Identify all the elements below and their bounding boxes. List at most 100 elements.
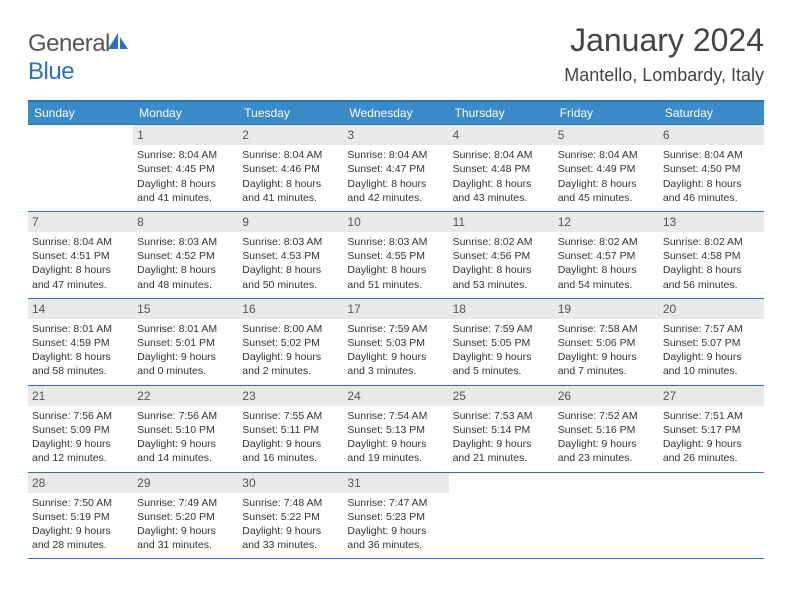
sunrise-text: Sunrise: 8:03 AM xyxy=(242,235,339,249)
dl1-text: Daylight: 9 hours xyxy=(347,350,444,364)
sunset-text: Sunset: 5:19 PM xyxy=(32,510,129,524)
calendar-day-cell: 30Sunrise: 7:48 AMSunset: 5:22 PMDayligh… xyxy=(238,472,343,559)
header: General Blue January 2024 Mantello, Lomb… xyxy=(28,22,764,86)
dl1-text: Daylight: 8 hours xyxy=(558,177,655,191)
calendar-day-cell: 1Sunrise: 8:04 AMSunset: 4:45 PMDaylight… xyxy=(133,125,238,212)
calendar-day-cell: 14Sunrise: 8:01 AMSunset: 4:59 PMDayligh… xyxy=(28,298,133,385)
sunset-text: Sunset: 5:06 PM xyxy=(558,336,655,350)
calendar-day-cell: 29Sunrise: 7:49 AMSunset: 5:20 PMDayligh… xyxy=(133,472,238,559)
calendar-day-cell: 28Sunrise: 7:50 AMSunset: 5:19 PMDayligh… xyxy=(28,472,133,559)
day-number: 17 xyxy=(343,299,448,319)
calendar-week-row: 1Sunrise: 8:04 AMSunset: 4:45 PMDaylight… xyxy=(28,125,764,212)
weekday-header: Saturday xyxy=(659,101,764,125)
weekday-header: Tuesday xyxy=(238,101,343,125)
sunset-text: Sunset: 5:23 PM xyxy=(347,510,444,524)
sunset-text: Sunset: 5:01 PM xyxy=(137,336,234,350)
dl2-text: and 42 minutes. xyxy=(347,191,444,205)
day-number: 16 xyxy=(238,299,343,319)
sunrise-text: Sunrise: 8:02 AM xyxy=(558,235,655,249)
sunset-text: Sunset: 4:55 PM xyxy=(347,249,444,263)
dl2-text: and 26 minutes. xyxy=(663,451,760,465)
sunset-text: Sunset: 4:51 PM xyxy=(32,249,129,263)
day-number: 4 xyxy=(449,125,554,145)
sunrise-text: Sunrise: 8:04 AM xyxy=(453,148,550,162)
day-number: 11 xyxy=(449,212,554,232)
dl2-text: and 54 minutes. xyxy=(558,278,655,292)
dl1-text: Daylight: 8 hours xyxy=(137,177,234,191)
calendar-day-cell: 18Sunrise: 7:59 AMSunset: 5:05 PMDayligh… xyxy=(449,298,554,385)
sunrise-text: Sunrise: 8:04 AM xyxy=(663,148,760,162)
dl2-text: and 2 minutes. xyxy=(242,364,339,378)
dl2-text: and 3 minutes. xyxy=(347,364,444,378)
sunset-text: Sunset: 4:57 PM xyxy=(558,249,655,263)
dl1-text: Daylight: 9 hours xyxy=(137,350,234,364)
sunset-text: Sunset: 4:58 PM xyxy=(663,249,760,263)
dl1-text: Daylight: 8 hours xyxy=(453,177,550,191)
calendar-day-cell: 11Sunrise: 8:02 AMSunset: 4:56 PMDayligh… xyxy=(449,211,554,298)
sunrise-text: Sunrise: 7:58 AM xyxy=(558,322,655,336)
calendar-day-cell: 15Sunrise: 8:01 AMSunset: 5:01 PMDayligh… xyxy=(133,298,238,385)
sunset-text: Sunset: 4:46 PM xyxy=(242,162,339,176)
calendar-day-cell: 10Sunrise: 8:03 AMSunset: 4:55 PMDayligh… xyxy=(343,211,448,298)
calendar-day-cell xyxy=(449,472,554,559)
calendar-day-cell: 7Sunrise: 8:04 AMSunset: 4:51 PMDaylight… xyxy=(28,211,133,298)
sunset-text: Sunset: 5:03 PM xyxy=(347,336,444,350)
dl1-text: Daylight: 9 hours xyxy=(242,524,339,538)
dl2-text: and 41 minutes. xyxy=(137,191,234,205)
sunset-text: Sunset: 5:14 PM xyxy=(453,423,550,437)
dl1-text: Daylight: 9 hours xyxy=(347,437,444,451)
sunset-text: Sunset: 4:59 PM xyxy=(32,336,129,350)
calendar-day-cell: 5Sunrise: 8:04 AMSunset: 4:49 PMDaylight… xyxy=(554,125,659,212)
dl1-text: Daylight: 9 hours xyxy=(137,437,234,451)
calendar-body: 1Sunrise: 8:04 AMSunset: 4:45 PMDaylight… xyxy=(28,125,764,559)
sunrise-text: Sunrise: 8:00 AM xyxy=(242,322,339,336)
dl2-text: and 33 minutes. xyxy=(242,538,339,552)
day-number: 9 xyxy=(238,212,343,232)
dl2-text: and 43 minutes. xyxy=(453,191,550,205)
dl1-text: Daylight: 8 hours xyxy=(453,263,550,277)
calendar-header: SundayMondayTuesdayWednesdayThursdayFrid… xyxy=(28,101,764,125)
day-number: 5 xyxy=(554,125,659,145)
sunset-text: Sunset: 5:20 PM xyxy=(137,510,234,524)
sunrise-text: Sunrise: 7:56 AM xyxy=(32,409,129,423)
dl1-text: Daylight: 8 hours xyxy=(32,263,129,277)
calendar-week-row: 28Sunrise: 7:50 AMSunset: 5:19 PMDayligh… xyxy=(28,472,764,559)
day-number: 21 xyxy=(28,386,133,406)
sunset-text: Sunset: 4:50 PM xyxy=(663,162,760,176)
calendar-day-cell: 21Sunrise: 7:56 AMSunset: 5:09 PMDayligh… xyxy=(28,385,133,472)
calendar-day-cell: 20Sunrise: 7:57 AMSunset: 5:07 PMDayligh… xyxy=(659,298,764,385)
calendar-table: SundayMondayTuesdayWednesdayThursdayFrid… xyxy=(28,100,764,559)
calendar-day-cell: 9Sunrise: 8:03 AMSunset: 4:53 PMDaylight… xyxy=(238,211,343,298)
dl1-text: Daylight: 9 hours xyxy=(663,350,760,364)
dl2-text: and 5 minutes. xyxy=(453,364,550,378)
sunset-text: Sunset: 4:53 PM xyxy=(242,249,339,263)
sunrise-text: Sunrise: 7:52 AM xyxy=(558,409,655,423)
dl2-text: and 23 minutes. xyxy=(558,451,655,465)
logo-sail-icon xyxy=(108,30,130,58)
sunrise-text: Sunrise: 7:59 AM xyxy=(453,322,550,336)
logo-text-general: General xyxy=(28,30,110,57)
sunrise-text: Sunrise: 7:49 AM xyxy=(137,496,234,510)
dl2-text: and 14 minutes. xyxy=(137,451,234,465)
calendar-day-cell: 2Sunrise: 8:04 AMSunset: 4:46 PMDaylight… xyxy=(238,125,343,212)
dl1-text: Daylight: 9 hours xyxy=(32,524,129,538)
sunrise-text: Sunrise: 8:01 AM xyxy=(137,322,234,336)
calendar-day-cell: 22Sunrise: 7:56 AMSunset: 5:10 PMDayligh… xyxy=(133,385,238,472)
dl2-text: and 48 minutes. xyxy=(137,278,234,292)
day-number: 30 xyxy=(238,473,343,493)
calendar-day-cell: 17Sunrise: 7:59 AMSunset: 5:03 PMDayligh… xyxy=(343,298,448,385)
calendar-day-cell: 25Sunrise: 7:53 AMSunset: 5:14 PMDayligh… xyxy=(449,385,554,472)
sunrise-text: Sunrise: 8:04 AM xyxy=(242,148,339,162)
weekday-header: Wednesday xyxy=(343,101,448,125)
calendar-day-cell: 19Sunrise: 7:58 AMSunset: 5:06 PMDayligh… xyxy=(554,298,659,385)
dl1-text: Daylight: 8 hours xyxy=(663,177,760,191)
sunrise-text: Sunrise: 8:02 AM xyxy=(663,235,760,249)
sunrise-text: Sunrise: 8:04 AM xyxy=(32,235,129,249)
sunrise-text: Sunrise: 8:03 AM xyxy=(347,235,444,249)
day-number: 20 xyxy=(659,299,764,319)
sunrise-text: Sunrise: 7:56 AM xyxy=(137,409,234,423)
dl1-text: Daylight: 8 hours xyxy=(558,263,655,277)
sunset-text: Sunset: 5:17 PM xyxy=(663,423,760,437)
sunrise-text: Sunrise: 7:50 AM xyxy=(32,496,129,510)
dl2-text: and 41 minutes. xyxy=(242,191,339,205)
